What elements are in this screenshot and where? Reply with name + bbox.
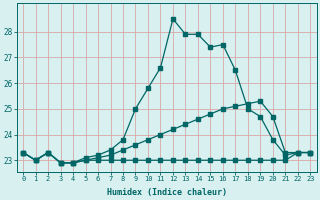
X-axis label: Humidex (Indice chaleur): Humidex (Indice chaleur) bbox=[107, 188, 227, 197]
